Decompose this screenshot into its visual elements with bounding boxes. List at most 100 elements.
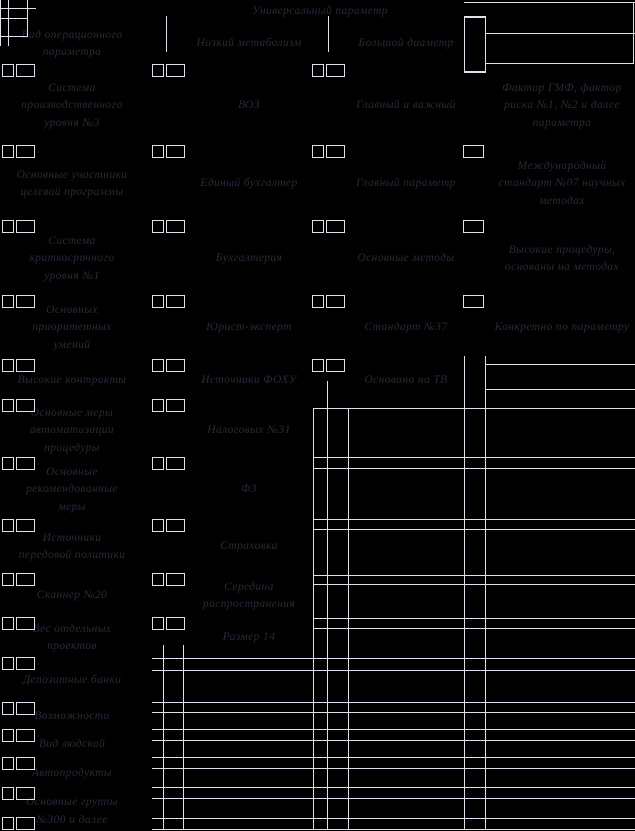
grid-line-h (152, 712, 635, 713)
boundary-marker (152, 573, 164, 586)
table-cell: Налоговых №31 (207, 424, 291, 437)
table-cell: Середина распространения (202, 580, 296, 610)
boundary-marker (312, 145, 324, 158)
grid-line-h (313, 457, 635, 458)
table-cell: Сканнер №20 (36, 589, 108, 602)
boundary-marker (2, 295, 14, 308)
boundary-marker (152, 617, 164, 630)
boundary-marker (16, 657, 35, 670)
boundary-marker (463, 145, 484, 158)
boundary-marker (16, 295, 35, 308)
boundary-marker (166, 617, 185, 630)
boundary-marker (463, 295, 484, 308)
table-cell: Система краткосрочного уровня №1 (29, 235, 115, 282)
boundary-marker (312, 359, 324, 372)
grid-line-v (166, 16, 167, 52)
boundary-marker (326, 220, 345, 233)
table-cell: Вид людской (38, 738, 106, 751)
boundary-marker (16, 787, 35, 800)
boundary-marker (16, 757, 35, 770)
grid-line-h (464, 2, 635, 3)
boundary-marker (152, 220, 164, 233)
boundary-marker (16, 399, 35, 412)
boundary-marker (166, 519, 185, 532)
boundary-marker (2, 787, 14, 800)
boundary-marker (166, 145, 185, 158)
table-cell: Вес отдельных проектов (32, 622, 112, 652)
boundary-marker (152, 359, 164, 372)
boundary-marker (16, 145, 35, 158)
table-cell: Возможности (34, 710, 110, 723)
table-cell: Фактор ГМФ, фактор риска №1, №2 и далее … (502, 82, 622, 129)
boundary-marker (2, 757, 14, 770)
grid-line-v (0, 0, 1, 46)
grid-line-h (0, 8, 36, 9)
grid-line-h (313, 529, 635, 530)
grid-line-h (152, 702, 635, 703)
grid-line-h (152, 658, 635, 659)
table-cell: Конкретно по параметру (494, 321, 630, 334)
grid-line-v (485, 356, 486, 829)
table-cell: Основные группы №300 и далее (26, 796, 118, 826)
table-cell: Депозитные банки (22, 674, 122, 687)
boundary-marker (2, 519, 14, 532)
grid-line-h (313, 618, 635, 619)
boundary-marker (166, 359, 185, 372)
boundary-marker (2, 817, 14, 830)
grid-line-h (485, 364, 635, 365)
boundary-marker (312, 64, 324, 77)
table-cell: Высокие процедуры, основаны на методах (504, 243, 620, 273)
grid-line-v (328, 16, 329, 52)
boundary-marker (2, 573, 14, 586)
boundary-marker (16, 729, 35, 742)
boundary-marker (16, 617, 35, 630)
boundary-marker (312, 295, 324, 308)
table-cell: Источники ФОХУ (201, 374, 297, 387)
table-cell: Высокие контракты (17, 374, 127, 387)
table-cell: Основные рекомендованные меры (26, 466, 118, 513)
boundary-marker (2, 399, 14, 412)
boundary-marker (326, 359, 345, 372)
boundary-marker (326, 64, 345, 77)
table-cell: Главный и важный (356, 99, 456, 112)
grid-line-h (0, 36, 28, 37)
boundary-marker (16, 64, 35, 77)
table-cell: Юрист-эксперт (206, 321, 292, 334)
table-cell: Автопродукты (31, 767, 113, 780)
boundary-marker (166, 64, 185, 77)
grid-line-h (313, 408, 635, 409)
grid-line-h (313, 575, 635, 576)
boundary-marker (166, 220, 185, 233)
grid-line-h (152, 787, 635, 788)
boundary-marker (2, 457, 14, 470)
grid-line-h (313, 519, 635, 520)
boundary-marker (2, 729, 14, 742)
table-cell: ВОЗ (238, 99, 260, 112)
table-cell: Основные участники целевой программы (16, 168, 128, 198)
boundary-marker (16, 359, 35, 372)
table-cell: Основных приоритетных умений (32, 304, 112, 351)
boundary-marker (166, 295, 185, 308)
grid-line-h (485, 33, 635, 34)
boundary-marker (16, 817, 35, 830)
table-cell: Основные меры автоматизации процедуры (29, 407, 115, 454)
table-cell: Основные методы (357, 252, 455, 265)
table-cell: Вид операционного параметра (21, 28, 123, 58)
grid-line-h (152, 798, 635, 799)
boundary-marker (166, 399, 185, 412)
grid-line-v (163, 645, 164, 829)
table-title: Универсальный параметр (252, 5, 388, 18)
boundary-marker (152, 145, 164, 158)
table-cell: Единый бухгалтер (200, 177, 298, 190)
boundary-marker (463, 220, 484, 233)
boundary-marker (326, 295, 345, 308)
boundary-marker (152, 399, 164, 412)
boundary-marker (464, 17, 486, 72)
table-cell: Бухгалтерия (215, 252, 283, 265)
table-cell: Источники передовой политики (18, 531, 126, 561)
boundary-marker (152, 457, 164, 470)
grid-line-h (152, 740, 635, 741)
boundary-marker (16, 573, 35, 586)
boundary-marker (2, 702, 14, 715)
